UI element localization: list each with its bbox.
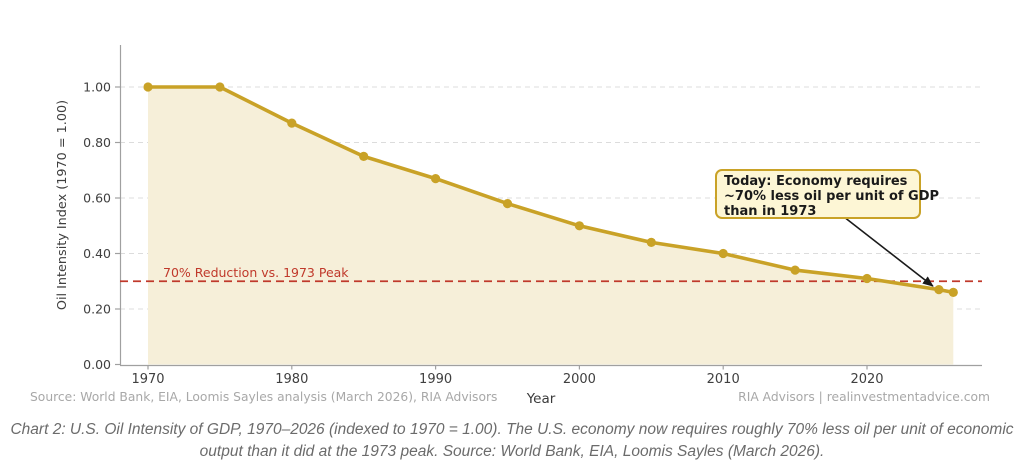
data-point — [574, 221, 585, 231]
series-markers — [143, 82, 958, 297]
y-tick-label: 0.20 — [83, 301, 111, 316]
x-tick-label: 2020 — [850, 372, 883, 387]
data-point — [718, 248, 728, 259]
y-tick-label: 0.40 — [83, 246, 111, 261]
data-point — [790, 265, 800, 275]
y-tick-label: 1.00 — [83, 79, 111, 94]
annotation-text-line: Today: Economy requires — [724, 174, 908, 189]
annotation-box — [715, 169, 921, 219]
annotation-arrow — [845, 217, 934, 287]
data-point — [143, 82, 153, 92]
x-tick-label: 2010 — [707, 372, 740, 387]
data-point — [502, 199, 513, 209]
y-axis-ticks: 0.00 0.20 0.40 0.60 0.80 1.00 — [83, 79, 120, 372]
data-point — [359, 151, 369, 161]
data-point — [646, 237, 656, 247]
data-point — [948, 287, 958, 297]
x-axis-title: Year — [526, 391, 556, 407]
source-note: Source: World Bank, EIA, Loomis Sayles a… — [30, 390, 497, 404]
data-point — [431, 174, 441, 184]
x-axis-ticks: 1970 1980 1990 2000 2010 2020 — [131, 365, 884, 387]
x-tick-label: 2000 — [563, 372, 596, 387]
annotation-text: Today: Economy requires ~70% less oil per… — [724, 174, 939, 219]
annotation-text-line: than in 1973 — [724, 204, 816, 219]
y-axis-title: Oil Intensity Index (1970 = 1.00) — [55, 100, 70, 310]
brand-credit: RIA Advisors | realinvestmentadvice.com — [738, 390, 990, 405]
oil-intensity-chart: 0.00 0.20 0.40 0.60 0.80 1.00 1970 1980 1990 2000… — [30, 45, 990, 407]
y-tick-label: 0.60 — [83, 190, 111, 205]
data-point — [862, 273, 872, 284]
y-tick-label: 0.00 — [83, 357, 111, 372]
annotation-text-line: ~70% less oil per unit of GDP — [724, 189, 939, 204]
annotation-callout: Today: Economy requires ~70% less oil per… — [715, 169, 939, 287]
x-tick-label: 1970 — [131, 372, 164, 387]
reference-line-label: 70% Reduction vs. 1973 Peak — [163, 265, 349, 280]
data-point — [215, 82, 225, 92]
x-tick-label: 1980 — [275, 372, 308, 387]
x-tick-label: 1990 — [419, 372, 452, 387]
area-fill — [148, 87, 954, 365]
y-tick-label: 0.80 — [83, 135, 111, 150]
figure-caption: Chart 2: U.S. Oil Intensity of GDP, 1970… — [10, 421, 1014, 460]
data-point — [934, 285, 944, 295]
data-point — [287, 118, 297, 128]
